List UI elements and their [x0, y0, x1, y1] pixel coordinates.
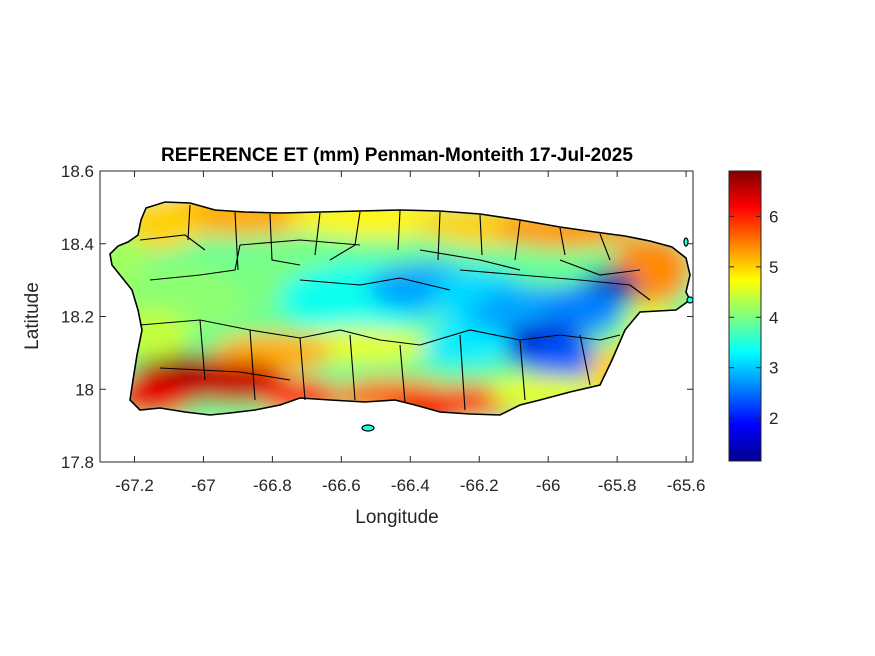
- municipality-boundary: [459, 334, 466, 411]
- municipality-boundary: [299, 277, 451, 291]
- municipality-boundary: [269, 213, 301, 266]
- islet: [361, 424, 375, 432]
- x-tick-label: -67: [191, 476, 216, 495]
- municipality-boundary: [479, 214, 483, 256]
- municipality-boundary: [314, 212, 321, 256]
- municipality-boundary: [599, 233, 611, 261]
- municipality-boundary: [349, 334, 356, 401]
- x-tick-label: -66: [536, 476, 561, 495]
- x-axis: -67.2 -67 -66.8 -66.6 -66.4 -66.2 -66 -65.8 -65.…: [115, 171, 705, 495]
- municipality-boundary: [239, 239, 361, 246]
- colorbar: [728, 170, 762, 462]
- municipality-boundary: [559, 227, 566, 256]
- field-patch: [542, 284, 623, 335]
- coastline: [109, 201, 692, 416]
- x-tick-label: -66.2: [460, 476, 499, 495]
- y-tick-label: 18.6: [61, 162, 94, 181]
- x-tick-label: -66.4: [391, 476, 430, 495]
- chart-title: REFERENCE ET (mm) Penman-Monteith 17-Jul…: [161, 145, 633, 166]
- municipality-boundaries: [139, 204, 651, 411]
- x-tick-label: -65.6: [667, 476, 706, 495]
- municipality-boundary: [139, 319, 301, 339]
- y-tick-label: 18.2: [61, 308, 94, 327]
- y-tick-label: 18.4: [61, 235, 94, 254]
- field-patch: [525, 340, 606, 381]
- colorbar-tick-label: 6: [769, 207, 778, 226]
- municipality-boundary: [419, 249, 521, 271]
- field-patch: [412, 325, 513, 366]
- municipality-boundary: [399, 344, 406, 403]
- municipality-boundary: [299, 329, 421, 346]
- municipality-boundary: [437, 211, 441, 261]
- municipality-boundary: [234, 211, 239, 271]
- y-tick-label: 18: [75, 380, 94, 399]
- municipality-boundary: [187, 204, 191, 241]
- colorbar-tick-label: 3: [769, 359, 778, 378]
- municipality-boundary: [139, 234, 206, 251]
- small-islands: [361, 237, 694, 432]
- municipality-boundary: [397, 210, 401, 251]
- municipality-boundary: [249, 329, 256, 401]
- x-tick-label: -65.8: [598, 476, 637, 495]
- x-tick-label: -67.2: [115, 476, 154, 495]
- islet: [683, 237, 689, 247]
- x-axis-label: Longitude: [355, 507, 438, 528]
- municipality-boundary: [559, 334, 621, 341]
- x-tick-label: -66.8: [253, 476, 292, 495]
- municipality-boundary: [629, 284, 651, 301]
- y-axis: 17.8 18 18.2 18.4 18.6: [61, 162, 693, 472]
- colorbar-tick-label: 2: [769, 409, 778, 428]
- municipality-boundary: [419, 329, 561, 346]
- islet: [686, 296, 694, 304]
- colorbar-ticks: 2 3 4 5 6: [729, 207, 778, 428]
- colorbar-tick-label: 5: [769, 258, 778, 277]
- municipality-boundary: [519, 339, 526, 401]
- municipality-boundary: [299, 337, 306, 401]
- y-tick-label: 17.8: [61, 453, 94, 472]
- municipality-boundary: [559, 259, 641, 276]
- x-tick-label: -66.6: [322, 476, 361, 495]
- municipality-boundary: [579, 334, 591, 386]
- municipality-boundary: [159, 367, 291, 381]
- colorbar-tick-label: 4: [769, 308, 778, 327]
- y-axis-label: Latitude: [22, 282, 43, 350]
- municipality-boundary: [514, 220, 521, 261]
- municipality-boundary: [459, 269, 631, 286]
